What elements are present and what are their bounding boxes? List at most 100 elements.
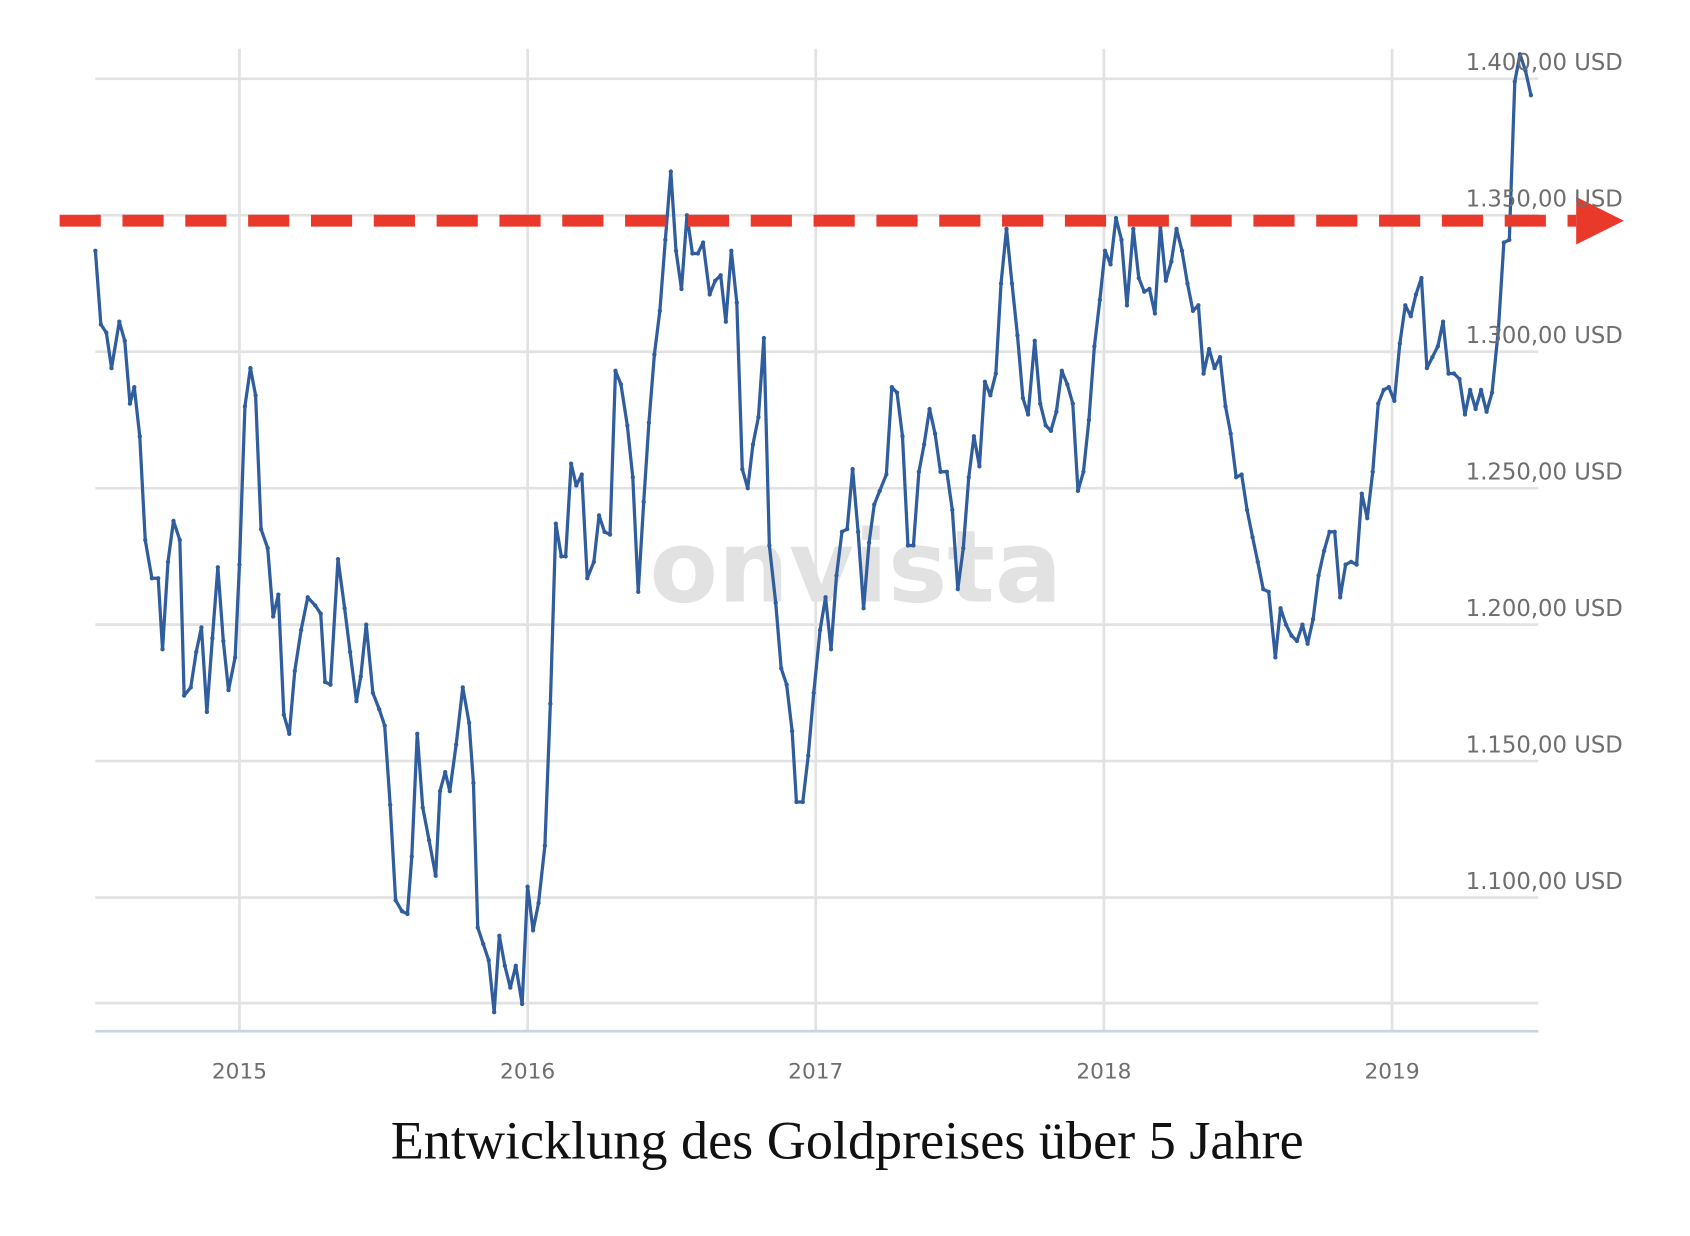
price-point <box>1009 281 1015 286</box>
price-point <box>1075 488 1081 494</box>
price-point <box>1201 371 1206 376</box>
price-point <box>1266 589 1271 595</box>
price-point <box>305 595 310 600</box>
price-point <box>1289 633 1294 638</box>
price-point <box>98 322 104 327</box>
price-point <box>530 928 536 933</box>
price-point <box>204 709 210 715</box>
price-point <box>568 461 574 466</box>
price-point <box>625 423 630 428</box>
price-point <box>1131 226 1136 232</box>
price-point <box>828 647 834 652</box>
price-point <box>253 393 258 398</box>
price-point <box>377 707 382 712</box>
price-point <box>585 576 590 581</box>
price-point <box>884 472 889 477</box>
price-point <box>171 518 176 524</box>
price-point <box>602 529 607 535</box>
price-point <box>1048 428 1054 434</box>
price-point <box>767 543 772 548</box>
price-point <box>889 385 894 390</box>
price-point <box>630 475 635 480</box>
price-point <box>387 802 393 807</box>
price-point <box>977 464 982 469</box>
y-tick-label: 1.250,00 USD <box>1466 460 1623 486</box>
price-point <box>1174 226 1179 232</box>
price-point <box>188 685 193 690</box>
price-point <box>342 606 347 611</box>
price-point <box>1102 248 1108 253</box>
price-point <box>1381 387 1386 393</box>
price-point <box>1457 376 1462 382</box>
price-point <box>652 352 657 357</box>
price-point <box>221 638 226 644</box>
reference <box>59 196 1624 245</box>
price-point <box>1108 262 1113 267</box>
price-point <box>127 401 133 406</box>
price-point <box>916 469 922 474</box>
price-point <box>695 251 701 256</box>
price-point <box>1359 491 1364 496</box>
price-point <box>707 292 712 297</box>
price-point <box>817 627 823 633</box>
price-point <box>1086 417 1092 423</box>
price-point <box>265 546 270 551</box>
price-point <box>1424 365 1430 371</box>
price-point <box>1484 409 1489 414</box>
price-point <box>800 799 805 805</box>
price-point <box>944 469 950 474</box>
price-point <box>784 682 789 687</box>
price-point <box>756 415 761 420</box>
price-point <box>165 559 171 565</box>
y-tick-label: 1.350,00 USD <box>1466 187 1623 213</box>
x-tick-label: 2016 <box>500 1059 555 1084</box>
price-point <box>1119 237 1124 242</box>
price-point <box>471 780 476 786</box>
price-point <box>281 712 286 717</box>
price-point <box>1446 371 1451 376</box>
y-tick-label: 1.200,00 USD <box>1466 596 1623 622</box>
price-point <box>318 611 323 616</box>
x-tick-label: 2019 <box>1364 1059 1419 1084</box>
price-point <box>1316 573 1321 578</box>
price-point <box>475 925 480 930</box>
price-point <box>1392 398 1397 404</box>
price-point <box>1403 303 1408 308</box>
price-point <box>761 335 767 341</box>
price-point <box>271 614 276 619</box>
price-point <box>794 799 799 805</box>
price-point <box>663 237 668 242</box>
price-point <box>679 286 684 292</box>
price-point <box>1054 409 1059 414</box>
price-point <box>1059 368 1064 373</box>
price-point <box>1478 387 1484 393</box>
price-point <box>1136 275 1141 281</box>
price-point <box>156 576 161 581</box>
price-point <box>866 540 872 545</box>
price-point <box>950 507 955 513</box>
price-point <box>519 1001 525 1007</box>
price-point <box>811 690 816 696</box>
price-point <box>993 371 999 376</box>
price-point <box>1517 52 1523 57</box>
price-point <box>1228 431 1233 436</box>
price-point <box>536 900 541 906</box>
price-point <box>1163 278 1169 283</box>
price-point <box>1473 406 1478 412</box>
price-point <box>921 442 927 447</box>
price-point <box>745 486 750 491</box>
price-point <box>393 898 398 903</box>
x-tick-label: 2017 <box>788 1059 843 1084</box>
price-point <box>636 589 641 595</box>
price-point <box>998 281 1004 286</box>
price-point <box>1038 401 1043 406</box>
price-point <box>1321 548 1327 554</box>
price-point <box>1440 319 1446 324</box>
price-point <box>982 379 988 384</box>
price-point <box>1343 562 1348 567</box>
price-point <box>574 483 579 488</box>
price-point <box>370 690 376 696</box>
price-point <box>1283 622 1289 627</box>
